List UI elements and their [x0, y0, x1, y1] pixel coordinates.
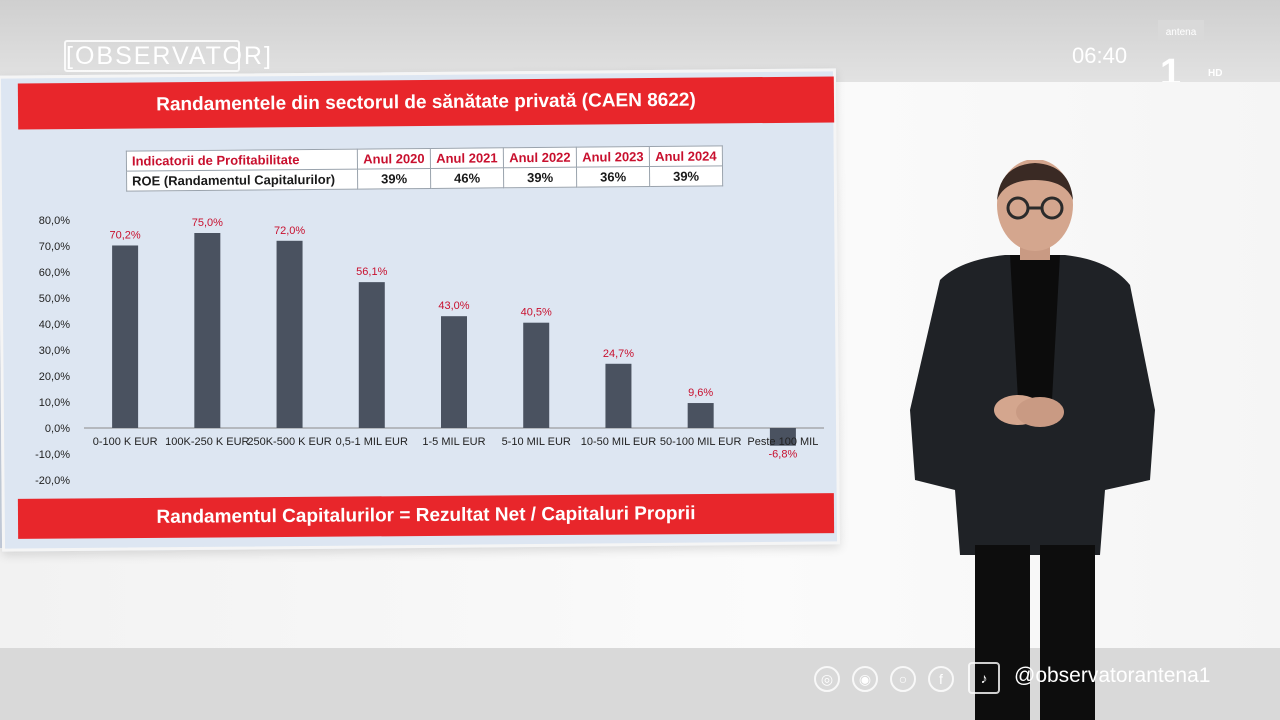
- table-year: Anul 2023: [576, 146, 650, 168]
- table-row-label: ROE (Randamentul Capitalurilor): [126, 169, 358, 192]
- bar: [605, 363, 632, 428]
- data-label: 43,0%: [438, 300, 469, 312]
- data-label: 56,1%: [356, 266, 387, 278]
- bar: [276, 240, 303, 428]
- y-tick-label: 10,0%: [39, 397, 70, 409]
- table-year: Anul 2024: [649, 145, 723, 167]
- y-tick-label: 60,0%: [39, 267, 70, 279]
- y-tick-label: 0,0%: [45, 423, 70, 435]
- x-tick-label: 10-50 MIL EUR: [581, 436, 656, 448]
- y-tick-label: 80,0%: [39, 215, 70, 227]
- bar: [112, 245, 139, 428]
- tiktok-icon: ♪: [968, 662, 1000, 694]
- data-label: 75,0%: [192, 217, 223, 229]
- table-header-label: Indicatorii de Profitabilitate: [126, 149, 358, 172]
- table-cell: 39%: [649, 165, 723, 187]
- table-year: Anul 2021: [430, 147, 504, 169]
- y-tick-label: -10,0%: [35, 449, 70, 461]
- x-tick-label: 0,5-1 MIL EUR: [336, 436, 408, 448]
- data-label: 70,2%: [110, 229, 141, 241]
- x-tick-label: 1-5 MIL EUR: [422, 436, 485, 448]
- hd-badge: HD: [1208, 68, 1223, 79]
- roe-bar-chart: 80,0% 70,0% 60,0% 50,0% 40,0% 30,0% 20,0% 10,0%…: [35, 215, 824, 487]
- x-tick-label: 100K-250 K EUR: [165, 436, 249, 448]
- y-tick-label: 50,0%: [39, 293, 70, 305]
- slide-title: Randamentele din sectorul de sănătate pr…: [17, 76, 835, 130]
- y-tick-label: 40,0%: [39, 319, 70, 331]
- x-tick-label: 250K-500 K EUR: [247, 436, 331, 448]
- data-label: 72,0%: [274, 225, 305, 237]
- bar: [358, 282, 385, 428]
- table-cell: 36%: [576, 166, 650, 188]
- y-tick-label: 30,0%: [39, 345, 70, 357]
- bar: [769, 428, 796, 446]
- bar: [523, 322, 550, 428]
- presenter-figure: [910, 160, 1155, 720]
- y-tick-label: 70,0%: [39, 241, 70, 253]
- x-tick-label: 50-100 MIL EUR: [660, 436, 742, 448]
- channel-label: antena: [1158, 20, 1204, 40]
- x-tick-label: Peste 100 MIL: [747, 436, 818, 448]
- data-label: 24,7%: [603, 348, 634, 360]
- data-label: -6,8%: [769, 449, 798, 461]
- table-cell: 39%: [357, 168, 431, 190]
- profitability-table: Indicatorii de Profitabilitate Anul 2020…: [125, 145, 724, 192]
- bar: [441, 316, 467, 428]
- social-media-bar: ◎ ◉ ○ f ♪ @observatorantena1: [810, 660, 1230, 700]
- social-handle: @observatorantena1: [1014, 664, 1211, 687]
- y-tick-label: 20,0%: [39, 371, 70, 383]
- broadcast-clock: 06:40: [1072, 43, 1128, 68]
- facebook-icon: f: [928, 666, 954, 692]
- bar: [687, 403, 714, 428]
- bar: [194, 233, 221, 428]
- broadcast-top-bar: [OBSERVATOR] 06:40 antena 1 HD: [0, 0, 1280, 94]
- data-label: 40,5%: [521, 307, 552, 319]
- instagram-icon: ○: [890, 666, 916, 692]
- website-icon: ◉: [852, 666, 878, 692]
- table-cell: 39%: [503, 167, 577, 188]
- x-tick-label: 0-100 K EUR: [93, 436, 158, 448]
- table-cell: 46%: [430, 167, 504, 189]
- rss-icon: ◎: [814, 666, 840, 692]
- table-year: Anul 2022: [503, 147, 577, 168]
- observator-logo: [OBSERVATOR]: [64, 40, 273, 72]
- y-tick-label: -20,0%: [35, 475, 70, 487]
- data-label: 9,6%: [688, 387, 713, 399]
- table-year: Anul 2020: [357, 148, 431, 170]
- formula-banner: Randamentul Capitalurilor = Rezultat Net…: [17, 493, 835, 539]
- x-tick-label: 5-10 MIL EUR: [502, 436, 571, 448]
